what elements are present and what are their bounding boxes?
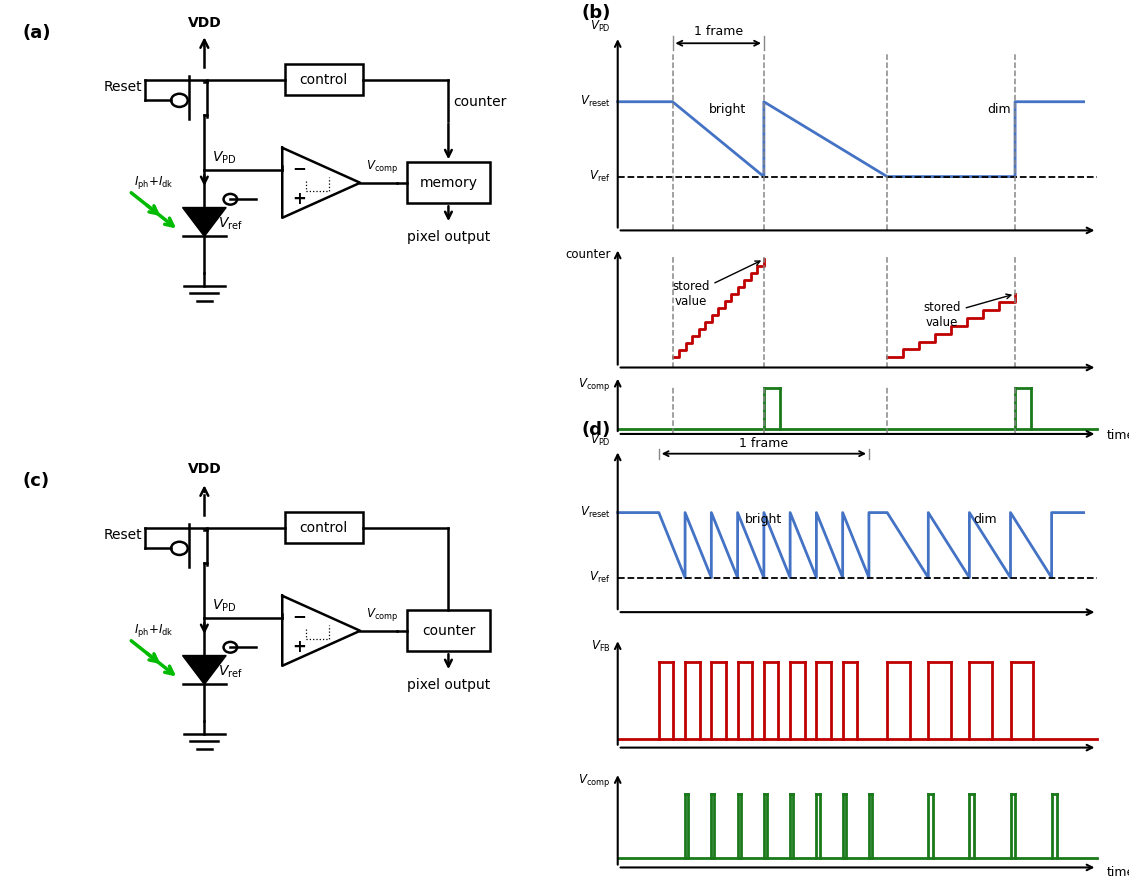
Text: Reset: Reset	[104, 528, 142, 542]
Text: pixel output: pixel output	[406, 678, 490, 693]
Text: $V_\mathregular{ref}$: $V_\mathregular{ref}$	[218, 664, 243, 680]
Polygon shape	[183, 208, 226, 237]
Text: 1 frame: 1 frame	[693, 25, 743, 38]
Text: (a): (a)	[23, 24, 51, 42]
Text: pixel output: pixel output	[406, 230, 490, 245]
Text: (d): (d)	[581, 421, 611, 439]
Text: $V_\mathregular{reset}$: $V_\mathregular{reset}$	[580, 94, 611, 109]
Text: counter: counter	[566, 247, 611, 261]
Text: dim: dim	[973, 513, 997, 526]
Text: $V_\mathregular{PD}$: $V_\mathregular{PD}$	[212, 150, 236, 167]
Text: Reset: Reset	[104, 80, 142, 94]
Text: $V_\mathregular{ref}$: $V_\mathregular{ref}$	[589, 570, 611, 585]
Text: $V_\mathregular{comp}$: $V_\mathregular{comp}$	[367, 159, 399, 176]
Text: VDD: VDD	[187, 462, 221, 476]
Text: (b): (b)	[581, 4, 611, 22]
FancyBboxPatch shape	[406, 162, 490, 203]
Text: counter: counter	[422, 624, 475, 638]
FancyBboxPatch shape	[406, 610, 490, 651]
Text: $V_\mathregular{PD}$: $V_\mathregular{PD}$	[590, 19, 611, 34]
Text: dim: dim	[987, 103, 1010, 116]
Text: $V_\mathregular{comp}$: $V_\mathregular{comp}$	[578, 772, 611, 789]
FancyBboxPatch shape	[285, 513, 362, 543]
Text: $I_\mathregular{ph}$+$I_\mathregular{dk}$: $I_\mathregular{ph}$+$I_\mathregular{dk}…	[133, 623, 173, 639]
Text: $V_\mathregular{comp}$: $V_\mathregular{comp}$	[367, 607, 399, 624]
Text: $I_\mathregular{ph}$+$I_\mathregular{dk}$: $I_\mathregular{ph}$+$I_\mathregular{dk}…	[133, 175, 173, 191]
Text: stored
value: stored value	[672, 261, 760, 308]
Text: $V_\mathregular{ref}$: $V_\mathregular{ref}$	[589, 169, 611, 185]
Text: $V_\mathregular{FB}$: $V_\mathregular{FB}$	[592, 638, 611, 653]
Text: time: time	[1106, 866, 1129, 879]
Text: 1 frame: 1 frame	[739, 436, 788, 450]
FancyBboxPatch shape	[285, 65, 362, 95]
Text: $V_\mathregular{ref}$: $V_\mathregular{ref}$	[218, 216, 243, 232]
Text: stored
value: stored value	[924, 294, 1010, 329]
Text: control: control	[299, 521, 348, 535]
Text: $V_\mathregular{PD}$: $V_\mathregular{PD}$	[212, 598, 236, 615]
Text: +: +	[292, 638, 306, 656]
Polygon shape	[183, 656, 226, 685]
Text: time: time	[1106, 429, 1129, 443]
Text: $V_\mathregular{PD}$: $V_\mathregular{PD}$	[590, 434, 611, 448]
Text: VDD: VDD	[187, 16, 221, 30]
Text: $V_\mathregular{reset}$: $V_\mathregular{reset}$	[580, 505, 611, 521]
Text: bright: bright	[745, 513, 782, 526]
Text: +: +	[292, 190, 306, 208]
Text: bright: bright	[709, 103, 746, 116]
Text: counter: counter	[453, 95, 506, 108]
Text: −: −	[292, 159, 306, 177]
Text: −: −	[292, 607, 306, 625]
Text: control: control	[299, 73, 348, 87]
Text: memory: memory	[420, 176, 478, 190]
Text: $V_\mathregular{comp}$: $V_\mathregular{comp}$	[578, 376, 611, 393]
Text: (c): (c)	[23, 472, 50, 490]
